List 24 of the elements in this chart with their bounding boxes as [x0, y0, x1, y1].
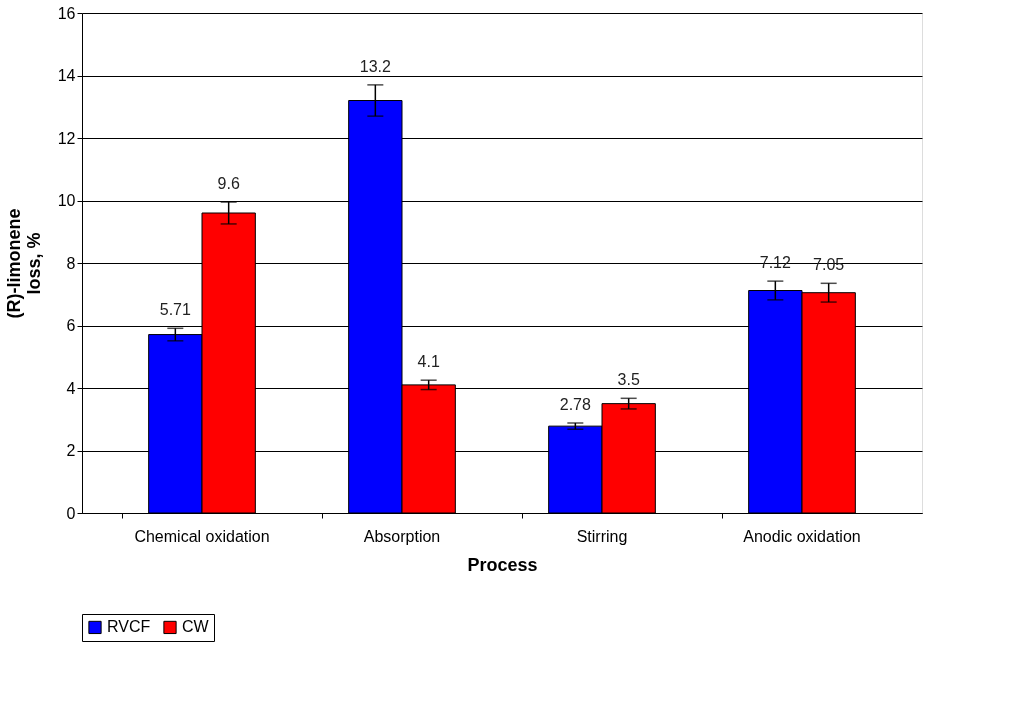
data-label: 4.1	[417, 353, 440, 371]
y-tick-label: 2	[66, 442, 76, 459]
y-tick-label: 0	[66, 504, 76, 522]
x-tick-label: Stirring	[576, 527, 628, 545]
y-tick-label: 14	[57, 67, 76, 84]
y-tick-label: 16	[57, 4, 76, 22]
y-tick-label: 4	[66, 379, 76, 397]
data-label: 13.2	[359, 57, 392, 75]
legend-label: CW	[182, 618, 210, 636]
x-axis-title: Process	[467, 554, 538, 575]
y-tick-label: 10	[57, 192, 76, 209]
x-tick-label: Anodic oxidation	[743, 527, 861, 545]
text: (R)-limonene	[3, 208, 24, 319]
data-label: 9.6	[217, 175, 240, 193]
y-tick-label: 12	[57, 129, 76, 147]
data-label: 2.78	[559, 396, 592, 413]
y-tick-label: 8	[66, 254, 76, 272]
text: loss, %	[23, 232, 44, 295]
x-tick-label: Absorption	[363, 527, 441, 545]
y-tick-label: 6	[66, 317, 76, 334]
data-label: 3.5	[617, 371, 640, 389]
x-tick-label: Chemical oxidation	[134, 527, 270, 545]
legend-label: RVCF	[107, 618, 151, 636]
data-label: 5.71	[159, 301, 192, 319]
